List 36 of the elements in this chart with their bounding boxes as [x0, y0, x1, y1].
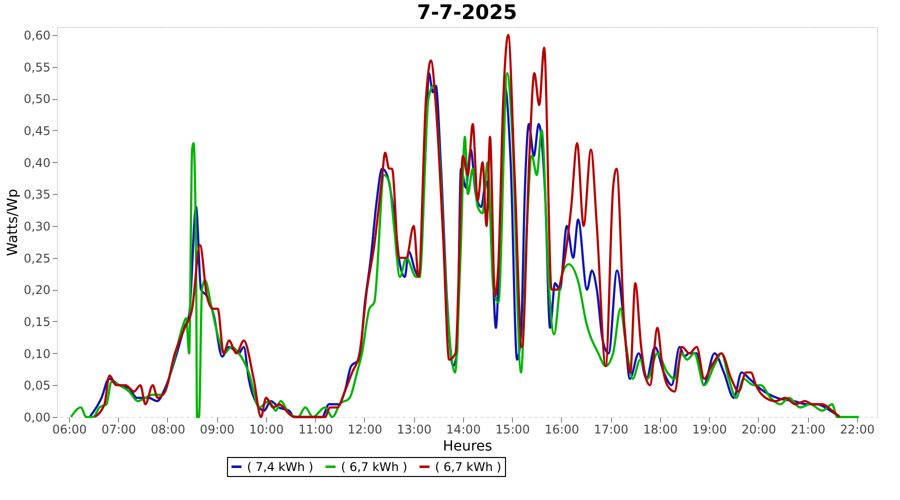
- y-tick-label: 0,30: [24, 219, 50, 234]
- y-tick-label: 0,15: [24, 314, 50, 329]
- legend-label: ( 6,7 kWh ): [341, 460, 408, 474]
- x-tick-label: 19:00: [692, 422, 727, 436]
- x-tick-label: 06:00: [52, 422, 87, 436]
- y-axis-title: Watts/Wp: [4, 188, 21, 256]
- x-tick-label: 13:00: [396, 422, 432, 436]
- y-tick-label: 0,05: [24, 378, 50, 393]
- y-tick-label: 0,60: [24, 28, 50, 42]
- x-tick-label: 18:00: [643, 422, 678, 436]
- x-tick-label: 17:00: [594, 422, 628, 436]
- y-tick-label: 0,20: [24, 283, 50, 298]
- x-tick-label: 20:00: [742, 422, 776, 436]
- y-tick-label: 0,25: [24, 251, 50, 266]
- y-tick-label: 0,50: [24, 92, 50, 106]
- y-tick-label: 0,35: [24, 188, 50, 202]
- y-tick-label: 0,45: [24, 124, 50, 138]
- x-tick-label: 09:00: [200, 422, 235, 436]
- x-tick-label: 21:00: [790, 422, 826, 436]
- chart-title: 7-7-2025: [416, 0, 518, 24]
- y-tick-label: 0,00: [24, 410, 50, 424]
- x-tick-label: 07:00: [101, 422, 136, 436]
- x-tick-label: 08:00: [150, 422, 186, 436]
- y-tick-label: 0,40: [24, 156, 50, 170]
- x-tick-label: 11:00: [298, 422, 333, 436]
- x-tick-label: 12:00: [348, 422, 382, 436]
- x-axis-title: Heures: [442, 438, 492, 454]
- x-tick-label: 14:00: [446, 422, 481, 436]
- y-tick-label: 0,10: [24, 346, 50, 361]
- legend-label: ( 6,7 kWh ): [435, 460, 502, 474]
- x-tick-label: 15:00: [495, 422, 530, 436]
- x-tick-label: 10:00: [249, 422, 284, 436]
- x-tick-label: 22:00: [840, 422, 875, 436]
- y-tick-label: 0,55: [24, 60, 50, 74]
- legend-label: ( 7,4 kWh ): [247, 460, 314, 474]
- x-tick-label: 16:00: [544, 422, 580, 436]
